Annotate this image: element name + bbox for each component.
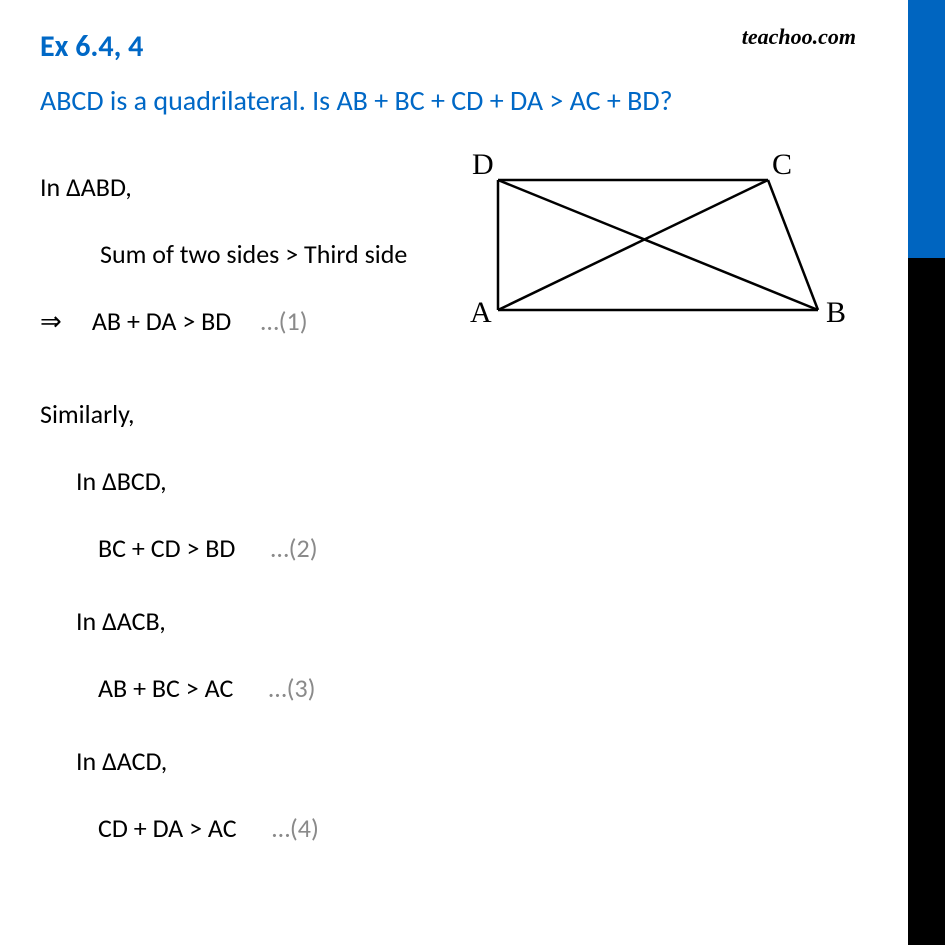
vertex-label-d: D (472, 150, 494, 181)
brand-logo: teachoo.com (742, 24, 856, 50)
step4-inequality: CD + DA > AC (98, 812, 237, 844)
question-text: ABCD is a quadrilateral. Is AB + BC + CD… (40, 83, 878, 118)
side-blue-bar (908, 0, 945, 258)
step3-ref: …(3) (269, 672, 316, 704)
quadrilateral-diagram: A B C D (448, 150, 848, 345)
step2-inequality: BC + CD > BD (98, 532, 235, 564)
step2-triangle: In ΔBCD, (40, 462, 878, 501)
step4-ref: …(4) (272, 812, 319, 844)
step1-ref: …(1) (261, 305, 308, 337)
step4-triangle: In ΔACD, (40, 742, 878, 781)
step1-inequality: AB + DA > BD (92, 305, 231, 337)
implies-arrow: ⇒ (40, 302, 86, 341)
step3-triangle: In ΔACB, (40, 602, 878, 641)
similarly-label: Similarly, (40, 395, 878, 434)
step3-inequality: AB + BC > AC (98, 672, 233, 704)
page-container: teachoo.com Ex 6.4, 4 ABCD is a quadrila… (0, 0, 908, 945)
vertex-label-b: B (826, 296, 846, 329)
vertex-label-a: A (470, 296, 492, 329)
step2-ref: …(2) (271, 532, 318, 564)
vertex-label-c: C (772, 150, 792, 181)
